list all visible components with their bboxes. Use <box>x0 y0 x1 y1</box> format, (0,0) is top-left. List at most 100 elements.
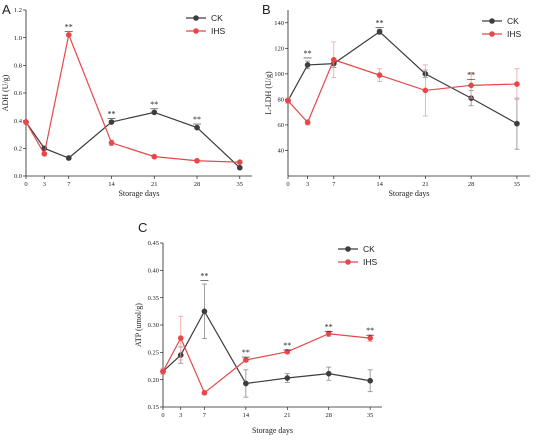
legend: CK IHS <box>482 16 522 39</box>
x-tick-label: 35 <box>514 181 521 188</box>
data-point-ihs <box>243 357 249 363</box>
y-tick-label: 0.40 <box>148 268 159 275</box>
x-tick-label: 0 <box>286 181 289 188</box>
y-tick-label: 0.6 <box>14 90 23 97</box>
data-point-ck <box>514 120 520 127</box>
significance-label: ** <box>376 18 384 27</box>
series-line-ck <box>162 310 371 385</box>
y-tick-label: 0.8 <box>14 63 22 70</box>
panel-label: A <box>2 2 11 17</box>
y-tick-label: 0.15 <box>148 404 159 411</box>
significance-label: ** <box>65 22 73 31</box>
data-point-ihs <box>160 368 166 375</box>
data-point-ihs <box>108 139 115 146</box>
x-axis-title: Storage days <box>118 189 159 198</box>
significance-label: ** <box>193 115 201 124</box>
y-axis-title: L-LDH (U/g) <box>264 71 273 115</box>
data-point-ck <box>243 380 249 387</box>
chart-panel-b: B 40 60 80 100 120 140 0 3 7 14 21 28 35 Storage days L… <box>262 2 530 198</box>
x-tick-label: 0 <box>161 412 164 419</box>
chart-panel-c: C 0.15 0.20 0.25 0.30 0.35 0.40 0.45 0 3 7 14 21 28 35… <box>134 220 382 435</box>
data-point-ck <box>201 308 208 315</box>
x-tick-label: 14 <box>376 181 383 188</box>
data-point-ihs <box>468 82 474 89</box>
legend: CK IHS <box>338 244 378 267</box>
y-tick-label: 0.35 <box>148 295 159 302</box>
data-point-ihs <box>177 335 184 341</box>
series-line-ihs <box>287 59 517 124</box>
legend-marker-ihs <box>193 28 199 34</box>
y-tick-label: 0.2 <box>14 146 22 153</box>
data-point-ck <box>194 124 200 131</box>
data-point-ihs <box>367 335 374 341</box>
x-tick-label: 21 <box>422 181 429 188</box>
data-point-ihs <box>422 87 429 94</box>
legend-label-ck: CK <box>363 244 375 254</box>
y-tick-label: 60 <box>278 122 285 129</box>
y-tick-label: 0.30 <box>148 322 159 329</box>
data-point-ihs <box>201 389 208 396</box>
legend-marker-ihs <box>489 31 495 37</box>
significance-label: ** <box>283 341 291 350</box>
data-point-ihs <box>151 153 158 160</box>
panel-label: B <box>262 2 271 17</box>
series-line-ihs <box>25 32 240 163</box>
data-point-ihs <box>65 32 72 38</box>
legend: CK IHS <box>186 13 226 36</box>
x-tick-label: 3 <box>43 181 46 188</box>
x-tick-label: 14 <box>243 412 250 419</box>
data-point-ck <box>108 119 115 125</box>
data-point-ck <box>151 109 158 116</box>
legend-marker-ck <box>193 15 199 21</box>
data-point-ck <box>65 155 72 161</box>
legend-label-ck: CK <box>507 16 519 26</box>
data-point-ihs <box>194 157 200 164</box>
data-point-ihs <box>41 151 48 157</box>
significance-label: ** <box>242 348 250 357</box>
legend-label-ihs: IHS <box>507 29 522 39</box>
x-tick-label: 21 <box>284 412 291 419</box>
x-tick-label: 28 <box>325 412 332 419</box>
chart-panel-a: A 0.0 0.2 0.4 0.6 0.8 1.0 1.2 0 3 7 14 21 28 35 Storage… <box>1 2 252 198</box>
y-tick-label: 0.0 <box>14 173 22 180</box>
x-tick-label: 28 <box>194 181 201 188</box>
y-tick-label: 100 <box>274 71 284 78</box>
x-tick-label: 35 <box>237 181 244 188</box>
x-tick-label: 21 <box>151 181 158 188</box>
data-point-ck <box>236 164 243 171</box>
x-tick-label: 35 <box>367 412 374 419</box>
significance-label: ** <box>150 100 158 109</box>
significance-label: ** <box>467 71 475 80</box>
series-line-ihs <box>162 333 371 394</box>
data-point-ck <box>284 375 291 381</box>
data-point-ck <box>325 370 332 377</box>
legend-marker-ck <box>489 18 495 24</box>
significance-label: ** <box>366 326 374 335</box>
panel-label: C <box>138 220 147 235</box>
data-point-ihs <box>325 330 332 337</box>
y-tick-label: 120 <box>274 46 284 53</box>
legend-marker-ihs <box>345 259 351 265</box>
data-point-ihs <box>23 119 29 125</box>
significance-label: ** <box>304 49 312 58</box>
series-line-ck <box>287 30 518 125</box>
data-point-ihs <box>376 72 383 78</box>
x-tick-label: 3 <box>179 412 182 419</box>
y-tick-label: 0.25 <box>148 350 159 357</box>
x-tick-label: 7 <box>203 412 207 419</box>
data-point-ihs <box>284 348 291 355</box>
y-tick-label: 140 <box>274 20 284 27</box>
y-tick-label: 80 <box>278 97 285 104</box>
data-point-ihs <box>514 81 520 87</box>
x-tick-label: 14 <box>108 181 115 188</box>
x-tick-label: 0 <box>24 181 27 188</box>
x-tick-label: 7 <box>67 181 71 188</box>
x-tick-label: 28 <box>468 181 475 188</box>
data-point-ihs <box>304 119 311 126</box>
y-tick-label: 1.0 <box>14 35 22 42</box>
legend-marker-ck <box>345 246 351 252</box>
legend-label-ck: CK <box>211 13 223 23</box>
data-point-ck <box>376 28 383 35</box>
x-axis-title: Storage days <box>388 189 429 198</box>
